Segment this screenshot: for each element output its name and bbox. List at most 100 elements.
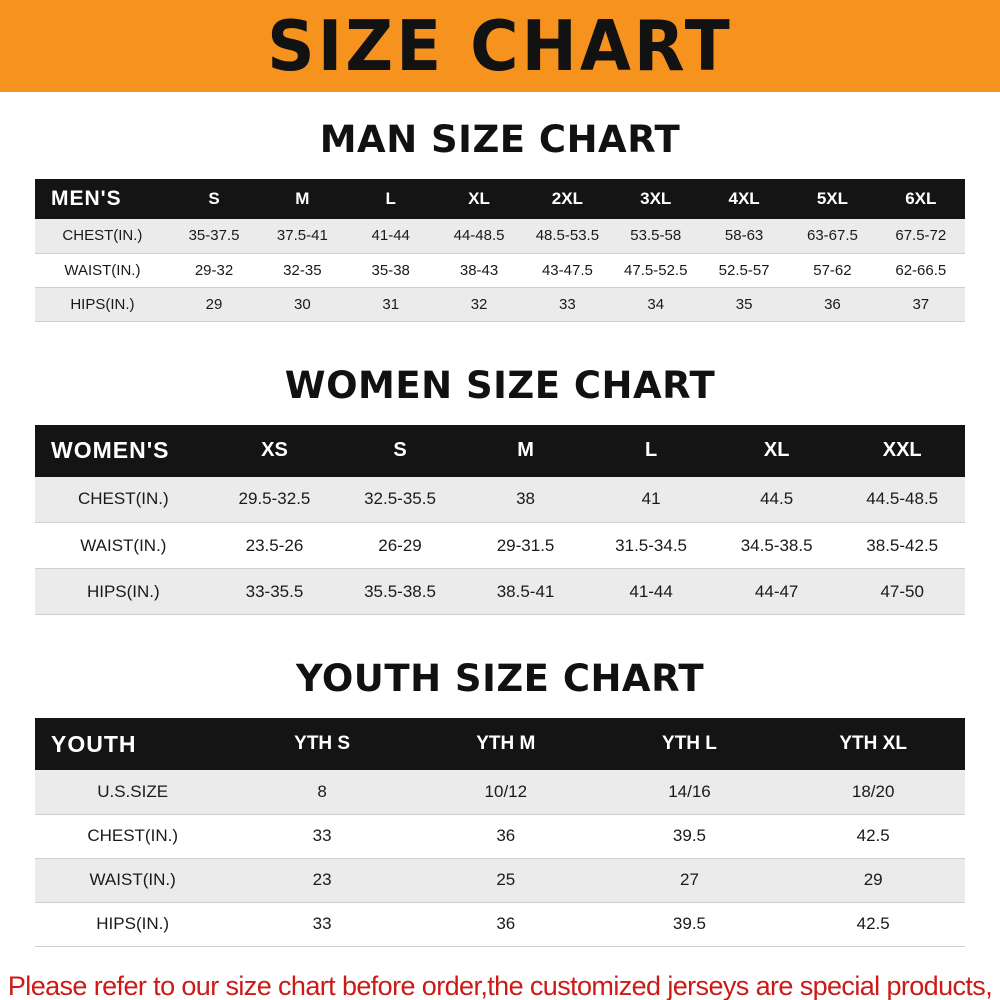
measurement-cell: 44-48.5	[434, 219, 524, 254]
table-title-cell: MEN'S	[35, 179, 170, 219]
table-row: CHEST(IN.) 29.5-32.5 32.5-35.5 38 41 44.5 44.5…	[35, 476, 965, 523]
size-column-header: L	[346, 179, 435, 219]
measurement-cell: 29-32	[169, 253, 259, 288]
measurement-cell: 67.5-72	[876, 219, 965, 254]
measurement-cell: 29	[781, 858, 965, 903]
measurement-cell: 8	[230, 770, 414, 815]
table-title-cell: YOUTH	[35, 718, 231, 770]
size-column-header: YTH XL	[781, 718, 965, 770]
measurement-cell: 44.5	[713, 476, 840, 523]
womens-section-heading: WOMEN SIZE CHART	[284, 363, 716, 407]
youth-chart-section: YOUTH SIZE CHART YOUTH YTH S YTH M YTH L YTH …	[0, 657, 1000, 947]
mens-chart-section: MAN SIZE CHART MEN'S S M L XL 2XL 3XL 4XL 5XL 6XL C…	[0, 118, 1000, 322]
size-column-header: YTH S	[230, 718, 414, 770]
size-column-header: M	[462, 424, 589, 477]
row-label: CHEST(IN.)	[35, 814, 231, 859]
table-row: CHEST(IN.) 33 36 39.5 42.5	[35, 814, 965, 859]
measurement-cell: 29.5-32.5	[211, 476, 338, 523]
measurement-cell: 30	[258, 287, 347, 322]
measurement-cell: 39.5	[597, 902, 782, 947]
measurement-cell: 36	[413, 902, 598, 947]
measurement-cell: 33	[230, 902, 414, 947]
row-label: WAIST(IN.)	[35, 522, 212, 569]
size-column-header: XS	[211, 424, 338, 477]
size-charts-container: MAN SIZE CHART MEN'S S M L XL 2XL 3XL 4XL 5XL 6XL C…	[0, 118, 1000, 947]
measurement-cell: 47.5-52.5	[611, 253, 700, 288]
size-column-header: XL	[434, 179, 524, 219]
size-column-header: 5XL	[788, 179, 877, 219]
measurement-cell: 25	[413, 858, 598, 903]
measurement-cell: 41-44	[346, 219, 435, 254]
measurement-cell: 37.5-41	[258, 219, 347, 254]
measurement-cell: 37	[876, 287, 965, 322]
size-column-header: 2XL	[523, 179, 612, 219]
measurement-cell: 41	[588, 476, 714, 523]
measurement-cell: 62-66.5	[876, 253, 965, 288]
measurement-cell: 31	[346, 287, 435, 322]
header-row: MEN'S S M L XL 2XL 3XL 4XL 5XL 6XL	[35, 179, 965, 219]
measurement-cell: 48.5-53.5	[523, 219, 612, 254]
header-row: WOMEN'S XS S M L XL XXL	[35, 424, 965, 477]
measurement-cell: 35	[699, 287, 789, 322]
measurement-cell: 18/20	[781, 770, 965, 815]
measurement-cell: 39.5	[597, 814, 782, 859]
measurement-cell: 32.5-35.5	[337, 476, 463, 523]
youth-section-heading: YOUTH SIZE CHART	[295, 657, 705, 700]
row-label: CHEST(IN.)	[35, 476, 212, 523]
measurement-cell: 41-44	[588, 568, 714, 615]
measurement-cell: 36	[413, 814, 598, 859]
row-label: CHEST(IN.)	[35, 219, 170, 254]
measurement-cell: 35.5-38.5	[337, 568, 463, 615]
mens-section-heading: MAN SIZE CHART	[319, 118, 681, 161]
measurement-cell: 14/16	[597, 770, 782, 815]
size-chart-banner: SIZE CHART	[0, 0, 1000, 92]
table-row: HIPS(IN.) 33-35.5 35.5-38.5 38.5-41 41-44 44-…	[35, 568, 965, 615]
measurement-cell: 27	[597, 858, 782, 903]
size-column-header: S	[169, 179, 259, 219]
measurement-cell: 33-35.5	[211, 568, 338, 615]
measurement-cell: 38	[462, 476, 589, 523]
row-label: HIPS(IN.)	[35, 902, 231, 947]
size-column-header: YTH M	[413, 718, 598, 770]
mens-size-table: MEN'S S M L XL 2XL 3XL 4XL 5XL 6XL CHEST(IN.) 35-37…	[35, 179, 965, 322]
size-column-header: 4XL	[699, 179, 789, 219]
measurement-cell: 58-63	[699, 219, 789, 254]
measurement-cell: 43-47.5	[523, 253, 612, 288]
measurement-cell: 33	[523, 287, 612, 322]
page-title: SIZE CHART	[267, 5, 733, 87]
measurement-cell: 53.5-58	[611, 219, 700, 254]
table-row: WAIST(IN.) 23.5-26 26-29 29-31.5 31.5-34.5 34…	[35, 522, 965, 569]
measurement-cell: 10/12	[413, 770, 598, 815]
size-column-header: XL	[713, 424, 840, 477]
size-column-header: XXL	[839, 424, 965, 477]
measurement-cell: 47-50	[839, 568, 965, 615]
measurement-cell: 44.5-48.5	[839, 476, 965, 523]
table-row: WAIST(IN.) 29-32 32-35 35-38 38-43 43-47.5 47.…	[35, 253, 965, 288]
measurement-cell: 32-35	[258, 253, 347, 288]
row-label: U.S.SIZE	[35, 770, 231, 815]
table-row: CHEST(IN.) 35-37.5 37.5-41 41-44 44-48.5 48.5…	[35, 219, 965, 254]
measurement-cell: 29	[169, 287, 259, 322]
measurement-cell: 26-29	[337, 522, 463, 569]
header-row: YOUTH YTH S YTH M YTH L YTH XL	[35, 718, 965, 770]
measurement-cell: 34.5-38.5	[713, 522, 840, 569]
size-column-header: 6XL	[876, 179, 965, 219]
womens-size-table: WOMEN'S XS S M L XL XXL CHEST(IN.) 29.5-32.5 32.5…	[35, 424, 965, 615]
row-label: WAIST(IN.)	[35, 858, 231, 903]
order-notice: Please refer to our size chart before or…	[0, 971, 1000, 1000]
measurement-cell: 38-43	[434, 253, 524, 288]
table-row: HIPS(IN.) 33 36 39.5 42.5	[35, 902, 965, 947]
row-label: WAIST(IN.)	[35, 253, 170, 288]
size-column-header: YTH L	[597, 718, 782, 770]
table-row: WAIST(IN.) 23 25 27 29	[35, 858, 965, 903]
row-label: HIPS(IN.)	[35, 568, 212, 615]
measurement-cell: 35-38	[346, 253, 435, 288]
measurement-cell: 35-37.5	[169, 219, 259, 254]
womens-chart-section: WOMEN SIZE CHART WOMEN'S XS S M L XL XXL CHEST(I…	[0, 363, 1000, 615]
measurement-cell: 29-31.5	[462, 522, 589, 569]
measurement-cell: 38.5-41	[462, 568, 589, 615]
measurement-cell: 33	[230, 814, 414, 859]
table-row: HIPS(IN.) 29 30 31 32 33 34 35 36 37	[35, 287, 965, 322]
measurement-cell: 42.5	[781, 814, 965, 859]
table-title-cell: WOMEN'S	[35, 424, 212, 477]
